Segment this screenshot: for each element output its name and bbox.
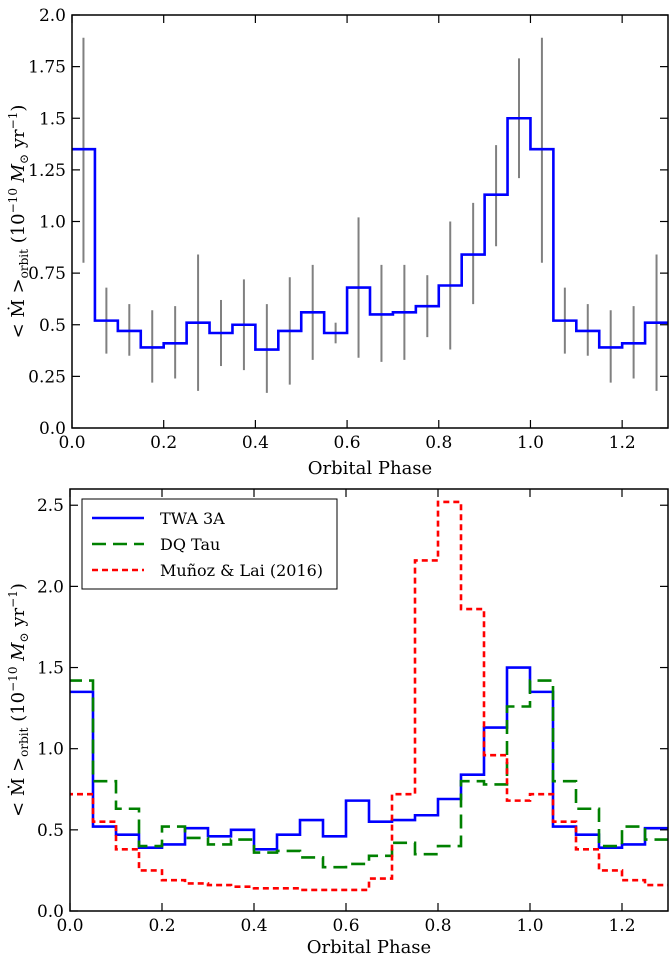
legend-label: Muñoz & Lai (2016) xyxy=(160,561,323,580)
y-tick-label: 1.0 xyxy=(37,740,64,760)
top-y-axis-title: < Ṁ >orbit (10−10 M⊙ yr−1) xyxy=(6,105,31,339)
y-tick-label: 1.0 xyxy=(39,213,66,233)
x-tick-label: 0.8 xyxy=(424,916,451,936)
x-tick-label: 0.0 xyxy=(56,916,83,936)
x-tick-label: 0.4 xyxy=(242,433,269,453)
x-tick-label: 0.0 xyxy=(58,433,85,453)
y-tick-label: 0.0 xyxy=(39,419,66,439)
top-panel-frame xyxy=(71,14,669,429)
bottom-x-axis-title: Orbital Phase xyxy=(307,937,431,957)
series-line-mu-oz-lai-2016 xyxy=(70,500,668,892)
x-tick-label: 0.2 xyxy=(148,916,175,936)
y-tick-label: 0.5 xyxy=(37,821,64,841)
bottom-panel-ticks: 0.0 0.2 0.4 0.6 0.8 1.0 1.2 0.0 0.5 1.0 1.5 2.0 2.5 xyxy=(37,489,668,936)
x-tick-label: 1.0 xyxy=(516,916,543,936)
legend-label: TWA 3A xyxy=(160,509,225,528)
bottom-panel-frame xyxy=(69,488,669,912)
top-panel-ticks: 0.0 0.2 0.4 0.6 0.8 1.0 1.2 0.0 0.25 0.5 0.75 1.0 1.… xyxy=(28,6,668,453)
x-tick-label: 1.2 xyxy=(608,916,635,936)
x-tick-label: 0.6 xyxy=(334,433,361,453)
y-tick-label: 2.5 xyxy=(37,496,64,516)
y-tick-label: 2.0 xyxy=(37,577,64,597)
y-tick-label: 0.5 xyxy=(39,316,66,336)
bottom-y-axis-title: < Ṁ >orbit (10−10 M⊙ yr−1) xyxy=(6,583,31,817)
y-tick-label: 1.25 xyxy=(28,161,66,181)
bottom-panel: 0.0 0.2 0.4 0.6 0.8 1.0 1.20.00.51.01.52.02.5 … xyxy=(6,488,669,957)
x-tick-label: 0.6 xyxy=(332,916,359,936)
legend: TWA 3A DQ Tau Muñoz & Lai (2016) xyxy=(81,498,338,590)
series-line-dq-tau xyxy=(70,679,668,869)
x-tick-label: 0.2 xyxy=(150,433,177,453)
y-tick-label: 0.75 xyxy=(28,264,66,284)
series-lines xyxy=(72,116,668,351)
y-tick-label: 0.0 xyxy=(37,902,64,922)
legend-label: DQ Tau xyxy=(160,535,220,554)
series-lines xyxy=(70,500,668,892)
x-tick-label: 0.4 xyxy=(240,916,267,936)
x-tick-label: 0.8 xyxy=(425,433,452,453)
y-tick-label: 0.25 xyxy=(28,367,66,387)
x-tick-label: 1.2 xyxy=(609,433,636,453)
top-panel: 0.0 0.2 0.4 0.6 0.8 1.0 1.2 0.0 0.25 0.5 0.75 1.0 1.… xyxy=(6,6,669,479)
y-tick-label: 1.5 xyxy=(39,109,66,129)
error-bars xyxy=(82,37,658,393)
top-x-axis-title: Orbital Phase xyxy=(308,458,432,479)
y-tick-label: 1.75 xyxy=(28,58,66,78)
y-tick-label: 1.5 xyxy=(37,659,64,679)
x-tick-label: 1.0 xyxy=(517,433,544,453)
series-line-twa-3a xyxy=(70,666,668,851)
series-line xyxy=(72,116,668,351)
y-tick-label: 2.0 xyxy=(39,6,66,26)
